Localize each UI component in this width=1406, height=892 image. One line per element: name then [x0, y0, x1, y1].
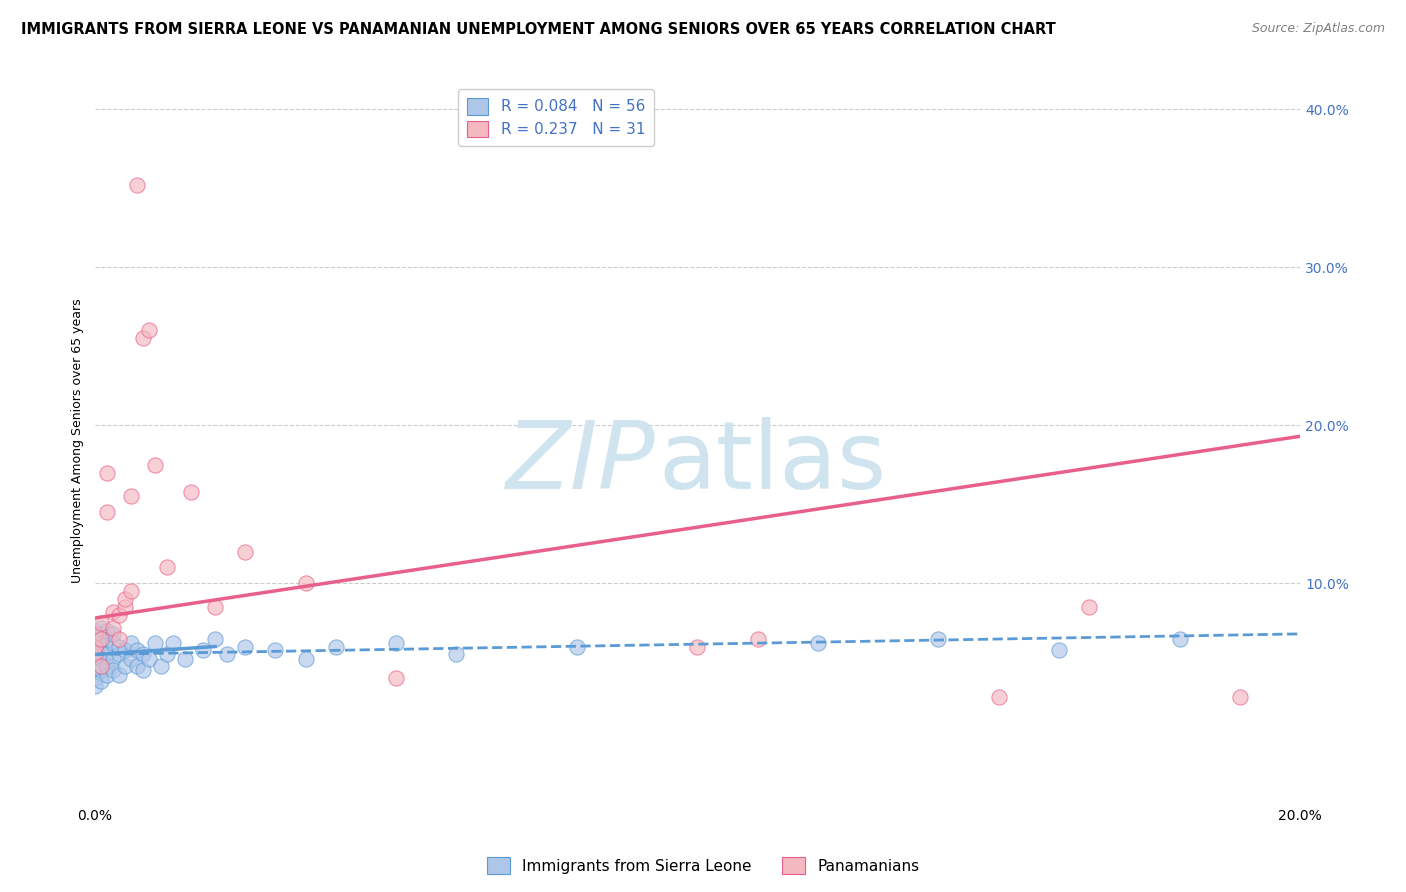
Point [132, 331, 155, 345]
Point [83, 627, 105, 641]
Point [83, 624, 105, 638]
Point [83, 640, 105, 654]
Point [107, 607, 129, 622]
Point [83, 679, 105, 693]
Text: atlas: atlas [659, 417, 887, 508]
Point [385, 636, 408, 650]
Point [120, 489, 142, 503]
Point [96, 668, 118, 682]
Point [156, 560, 179, 574]
Point [101, 652, 124, 666]
Point [686, 640, 709, 654]
Point [90, 621, 112, 635]
Point [90, 663, 112, 677]
Point [204, 632, 226, 646]
Point [83, 671, 105, 685]
Point [90, 652, 112, 666]
Point [156, 648, 179, 662]
Point [90, 627, 112, 641]
Point [90, 636, 112, 650]
Point [264, 642, 287, 657]
Point [101, 636, 124, 650]
Point [1047, 642, 1070, 657]
Point [125, 658, 148, 673]
Point [83, 648, 105, 662]
Point [83, 648, 105, 662]
Point [132, 648, 155, 662]
Point [107, 668, 129, 682]
Point [114, 642, 136, 657]
Point [96, 648, 118, 662]
Point [83, 632, 105, 646]
Text: ZIP: ZIP [506, 417, 655, 508]
Legend: R = 0.084   N = 56, R = 0.237   N = 31: R = 0.084 N = 56, R = 0.237 N = 31 [458, 88, 654, 146]
Point [96, 624, 118, 638]
Point [325, 640, 347, 654]
Point [385, 671, 408, 685]
Point [96, 505, 118, 519]
Point [107, 640, 129, 654]
Point [83, 640, 105, 654]
Point [143, 458, 166, 472]
Point [233, 640, 256, 654]
Point [143, 636, 166, 650]
Point [96, 466, 118, 480]
Point [180, 484, 202, 499]
Point [90, 632, 112, 646]
Point [101, 627, 124, 641]
Point [807, 636, 830, 650]
Point [120, 584, 142, 599]
Point [96, 658, 118, 673]
Point [1229, 690, 1251, 705]
Point [83, 656, 105, 670]
Point [101, 621, 124, 635]
Point [107, 648, 129, 662]
Point [83, 658, 105, 673]
Point [191, 642, 214, 657]
Text: Source: ZipAtlas.com: Source: ZipAtlas.com [1251, 22, 1385, 36]
Point [90, 642, 112, 657]
Point [204, 600, 226, 615]
Point [101, 605, 124, 619]
Point [138, 323, 160, 337]
Point [927, 632, 949, 646]
Legend: Immigrants from Sierra Leone, Panamanians: Immigrants from Sierra Leone, Panamanian… [481, 851, 925, 880]
Point [747, 632, 769, 646]
Point [138, 652, 160, 666]
Point [446, 648, 468, 662]
Point [162, 636, 184, 650]
Point [114, 658, 136, 673]
Point [217, 648, 239, 662]
Point [114, 592, 136, 607]
Point [233, 544, 256, 558]
Point [1078, 600, 1101, 615]
Point [125, 178, 148, 192]
Point [90, 658, 112, 673]
Point [114, 600, 136, 615]
Point [125, 642, 148, 657]
Point [149, 658, 172, 673]
Point [987, 690, 1010, 705]
Point [107, 632, 129, 646]
Text: IMMIGRANTS FROM SIERRA LEONE VS PANAMANIAN UNEMPLOYMENT AMONG SENIORS OVER 65 YE: IMMIGRANTS FROM SIERRA LEONE VS PANAMANI… [21, 22, 1056, 37]
Point [294, 576, 316, 591]
Point [83, 663, 105, 677]
Point [294, 652, 316, 666]
Point [90, 615, 112, 630]
Point [132, 663, 155, 677]
Y-axis label: Unemployment Among Seniors over 65 years: Unemployment Among Seniors over 65 years [72, 299, 84, 583]
Point [101, 663, 124, 677]
Point [120, 636, 142, 650]
Point [90, 674, 112, 689]
Point [96, 632, 118, 646]
Point [565, 640, 588, 654]
Point [174, 652, 197, 666]
Point [1168, 632, 1191, 646]
Point [120, 652, 142, 666]
